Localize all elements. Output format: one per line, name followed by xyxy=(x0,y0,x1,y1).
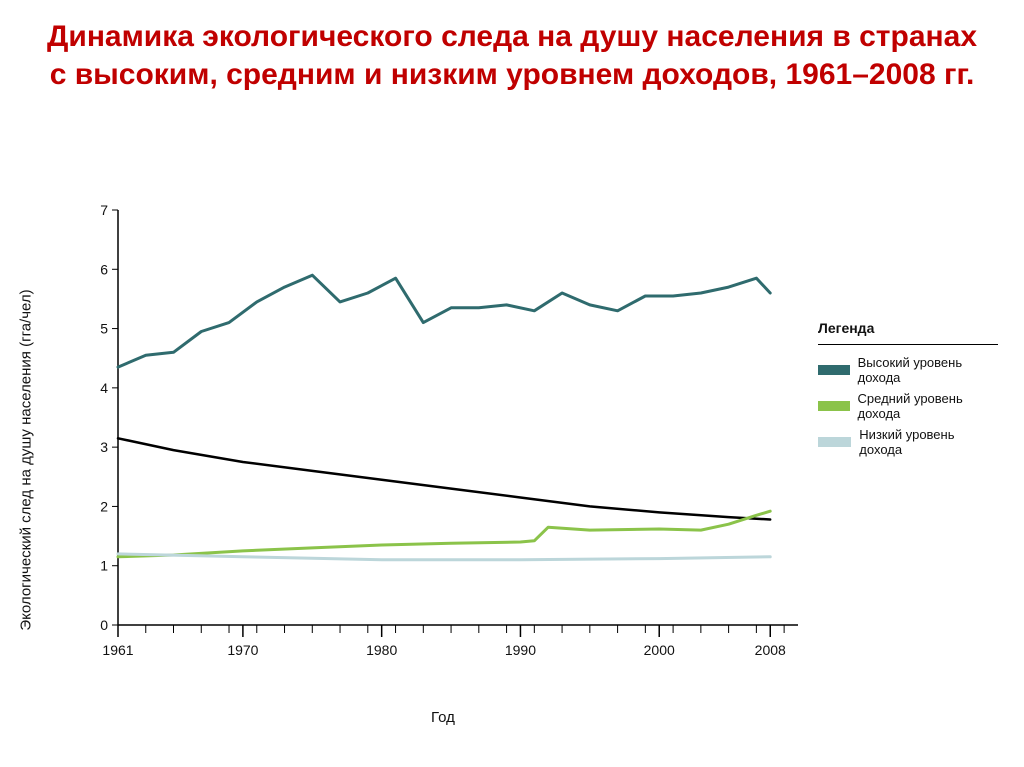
legend-label: Средний уровень дохода xyxy=(858,391,999,421)
svg-text:2008: 2008 xyxy=(755,642,786,658)
chart-area: Экологический след на душу населения (гг… xyxy=(38,200,998,720)
svg-text:5: 5 xyxy=(100,321,108,337)
legend-swatch xyxy=(818,365,850,375)
legend-swatch xyxy=(818,401,850,411)
legend-label: Высокий уровень дохода xyxy=(858,355,998,385)
legend-label: Низкий уровень дохода xyxy=(859,427,998,457)
svg-text:2000: 2000 xyxy=(644,642,675,658)
svg-text:2: 2 xyxy=(100,498,108,514)
line-chart: 0 1 2 3 4 5 6 7 1961 1970 1980 1990 2000 2008 xyxy=(78,200,808,680)
legend: Легенда Высокий уровень дохода Средний ур… xyxy=(818,320,998,463)
legend-item-middle: Средний уровень дохода xyxy=(818,391,998,421)
page-title: Динамика экологического следа на душу на… xyxy=(0,0,1024,101)
legend-title: Легенда xyxy=(818,320,998,342)
svg-text:4: 4 xyxy=(100,380,108,396)
series-low xyxy=(118,554,770,560)
series-reference xyxy=(118,438,770,519)
svg-text:1970: 1970 xyxy=(227,642,258,658)
svg-text:1990: 1990 xyxy=(505,642,536,658)
svg-text:0: 0 xyxy=(100,617,108,633)
svg-text:7: 7 xyxy=(100,202,108,218)
series-middle xyxy=(118,511,770,557)
series-high xyxy=(118,275,770,367)
legend-item-low: Низкий уровень дохода xyxy=(818,427,998,457)
svg-text:1980: 1980 xyxy=(366,642,397,658)
svg-text:1: 1 xyxy=(100,558,108,574)
svg-text:6: 6 xyxy=(100,261,108,277)
y-axis-label: Экологический след на душу населения (гг… xyxy=(18,289,35,630)
svg-text:3: 3 xyxy=(100,439,108,455)
legend-swatch xyxy=(818,437,851,447)
x-axis-label: Год xyxy=(78,709,808,726)
svg-text:1961: 1961 xyxy=(102,642,133,658)
legend-divider xyxy=(818,344,998,345)
page: Динамика экологического следа на душу на… xyxy=(0,0,1024,767)
legend-item-high: Высокий уровень дохода xyxy=(818,355,998,385)
